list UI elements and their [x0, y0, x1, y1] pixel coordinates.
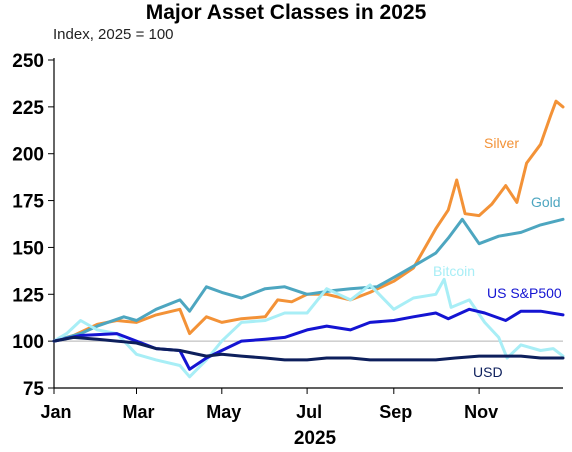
x-tick-label: Sep [379, 402, 412, 422]
series-line-bitcoin [52, 277, 565, 379]
x-axis-label: 2025 [294, 428, 337, 449]
y-tick-label: 100 [12, 332, 44, 353]
series-line-gold [52, 217, 565, 343]
x-tick-label: Nov [464, 402, 498, 422]
series-line-usd [52, 335, 565, 362]
y-tick-label: 225 [12, 98, 44, 119]
axes: 75 100 125 150 175 200 225 250 Jan Mar May Jul Sep No… [12, 51, 563, 422]
series-label-gold: Gold [531, 194, 561, 210]
x-tick-label: Jan [40, 402, 71, 422]
y-tick-label: 150 [12, 238, 44, 259]
x-tick-label: Jul [296, 402, 322, 422]
series-label-usd: USD [473, 364, 503, 380]
y-tick-label: 75 [23, 379, 45, 400]
chart-title: Major Asset Classes in 2025 [146, 1, 427, 24]
series-labels: Silver Gold Bitcoin US S&P500 USD [433, 135, 562, 380]
series-label-us-s-p500: US S&P500 [487, 285, 562, 301]
series-layer [52, 99, 565, 379]
series-label-bitcoin: Bitcoin [433, 263, 475, 279]
chart-subtitle: Index, 2025 = 100 [53, 26, 174, 43]
y-tick-label: 125 [12, 285, 44, 306]
x-tick-label: May [206, 402, 241, 422]
x-tick-label: Mar [122, 402, 154, 422]
y-tick-label: 250 [12, 51, 44, 72]
series-label-silver: Silver [484, 135, 519, 151]
y-tick-label: 200 [12, 145, 44, 166]
y-tick-label: 175 [12, 192, 44, 213]
